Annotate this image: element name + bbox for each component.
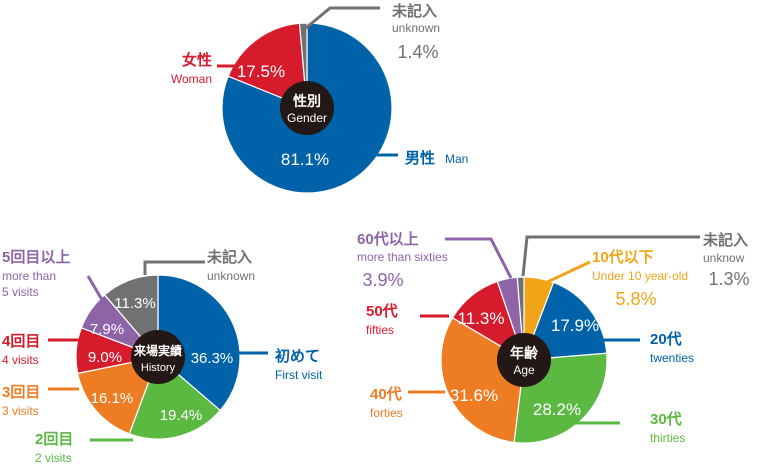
category-label-ja: 4回目 (2, 333, 40, 350)
outside-percent: 1.3% (708, 269, 749, 289)
pie-center-hub (497, 333, 551, 387)
leader-line (445, 237, 513, 279)
pie-chart-1: 来場実績 History 36.3% 初めて First visit 19.4% 2回目 2 … (2, 248, 323, 464)
category-label-en: Under 10 year-old (592, 269, 688, 283)
category-label-en: forties (370, 406, 403, 420)
category-label-en: unknown (207, 269, 255, 283)
category-label-en: fifties (366, 323, 394, 337)
pie-center-hub (131, 330, 185, 384)
category-label-ja: 未記入 (702, 231, 748, 249)
pie-chart-0: 性別 Gender 81.1% 男性 Man 17.5% 女性 Woman 未記入unknown… (171, 2, 468, 194)
category-label-ja: 女性 (182, 51, 212, 69)
category-label-en: 3 visits (2, 404, 39, 418)
pie-slice-percent: 19.4% (160, 407, 203, 424)
leader-line (143, 260, 205, 275)
pie-center-subtitle: Gender (287, 111, 327, 125)
pie-slice (523, 281, 608, 361)
category-label-en: more than 5 visits (2, 269, 56, 299)
category-label-en: unknown (392, 21, 440, 35)
pie-slice-percent: 7.9% (90, 321, 124, 338)
category-label-ja: 10代以下 (592, 248, 654, 266)
category-label-en: 4 visits (2, 353, 39, 367)
category-label-ja: 2回目 (35, 431, 73, 448)
category-label-en: more than sixties (357, 250, 448, 264)
leader-line (542, 260, 591, 286)
category-label-ja: 5回目以上 (2, 249, 70, 266)
pie-slice-percent: 17.9% (551, 316, 599, 335)
pie-chart-2: 年齢 Age 10代以下 Under 10 year-old 5.8% 17.9% 20代 t… (357, 230, 750, 445)
category-label-en: Woman (171, 72, 212, 86)
leader-line (305, 6, 380, 30)
pie-slice (76, 356, 159, 435)
category-label-en: twenties (650, 351, 694, 365)
pie-center-subtitle: Age (513, 363, 535, 377)
pie-center-title: 性別 (293, 93, 321, 109)
category-label-ja: 30代 (650, 410, 682, 428)
pie-slice-percent: 31.6% (450, 386, 498, 405)
pie-center-hub (280, 81, 334, 135)
category-label-en: First visit (275, 368, 323, 382)
pie-slice-percent: 17.5% (237, 62, 285, 81)
pie-slice-percent: 81.1% (281, 150, 329, 169)
leader-line (521, 235, 700, 277)
category-label-ja: 60代以上 (357, 230, 419, 248)
category-label-ja: 20代 (650, 330, 682, 348)
category-label-ja: 未記入 (391, 2, 437, 20)
category-label-ja: 男性 (405, 149, 435, 167)
pie-slice-percent: 11.3% (458, 309, 505, 328)
pie-center-title: 来場実績 (133, 343, 182, 358)
pie-center-subtitle: History (141, 362, 176, 374)
category-label-ja: 3回目 (2, 384, 40, 401)
pie-slice-percent: 11.3% (114, 295, 155, 312)
category-label-en: unknow (703, 251, 745, 265)
pie-slice-percent: 36.3% (191, 350, 234, 367)
pie-center-title: 年齢 (510, 345, 539, 361)
pie-slice-percent: 9.0% (88, 349, 122, 366)
category-label-en: thirties (650, 431, 685, 445)
category-label-ja: 未記入 (206, 248, 252, 266)
category-label-en: 2 visits (35, 451, 72, 464)
pie-slice (157, 274, 241, 412)
pie-slice (227, 22, 308, 109)
category-label-ja: 初めて (275, 347, 320, 365)
outside-percent: 3.9% (362, 270, 403, 290)
category-label-ja: 50代 (366, 302, 398, 320)
category-label-en: Man (445, 152, 468, 166)
pie-slice-percent: 28.2% (533, 400, 581, 419)
outside-percent: 1.4% (397, 42, 438, 62)
outside-percent: 5.8% (615, 289, 656, 309)
pie-slice-percent: 16.1% (91, 390, 134, 407)
leader-line (86, 275, 110, 311)
category-label-ja: 40代 (370, 385, 402, 403)
